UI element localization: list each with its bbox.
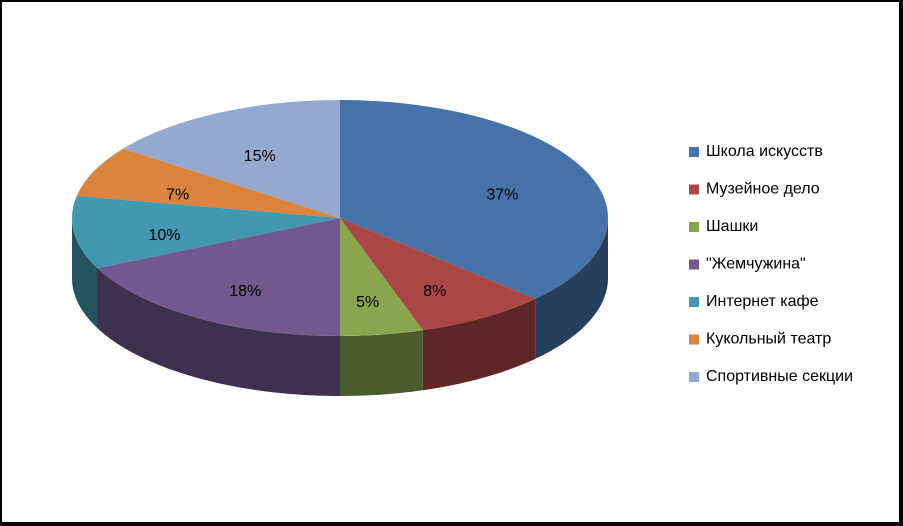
legend-swatch	[689, 222, 699, 232]
slice	[71, 195, 340, 269]
slice-side	[72, 218, 98, 329]
slice-side	[97, 268, 340, 396]
legend-swatch	[689, 184, 699, 195]
data-label: 15%	[244, 148, 276, 165]
slice-side	[535, 218, 608, 359]
slice-side	[422, 298, 536, 391]
data-label: 7%	[166, 186, 189, 203]
data-label: 8%	[423, 283, 446, 300]
slice	[97, 218, 340, 336]
legend-label: "Жемчужина"	[706, 256, 806, 273]
legend-label: Спортивные секции	[706, 368, 853, 385]
legend-swatch	[689, 334, 699, 345]
legend-label: Школа искусств	[706, 143, 823, 160]
data-label: 37%	[486, 186, 518, 203]
legend-swatch	[689, 297, 699, 307]
legend-swatch	[689, 259, 699, 270]
legend-swatch	[689, 372, 699, 382]
legend-swatch	[689, 147, 699, 157]
legend-label: Музейное дело	[706, 181, 820, 198]
data-label: 10%	[148, 227, 180, 244]
slice-side	[340, 330, 423, 396]
data-label: 5%	[356, 294, 379, 311]
legend-label: Интернет кафе	[706, 293, 819, 310]
legend-label: Шашки	[706, 218, 758, 235]
slice	[76, 148, 341, 218]
slice	[123, 100, 341, 218]
slice	[340, 218, 536, 331]
slice	[340, 100, 608, 299]
legend-label: Кукольный театр	[706, 331, 831, 348]
data-label: 18%	[229, 283, 261, 300]
slice	[340, 218, 423, 336]
